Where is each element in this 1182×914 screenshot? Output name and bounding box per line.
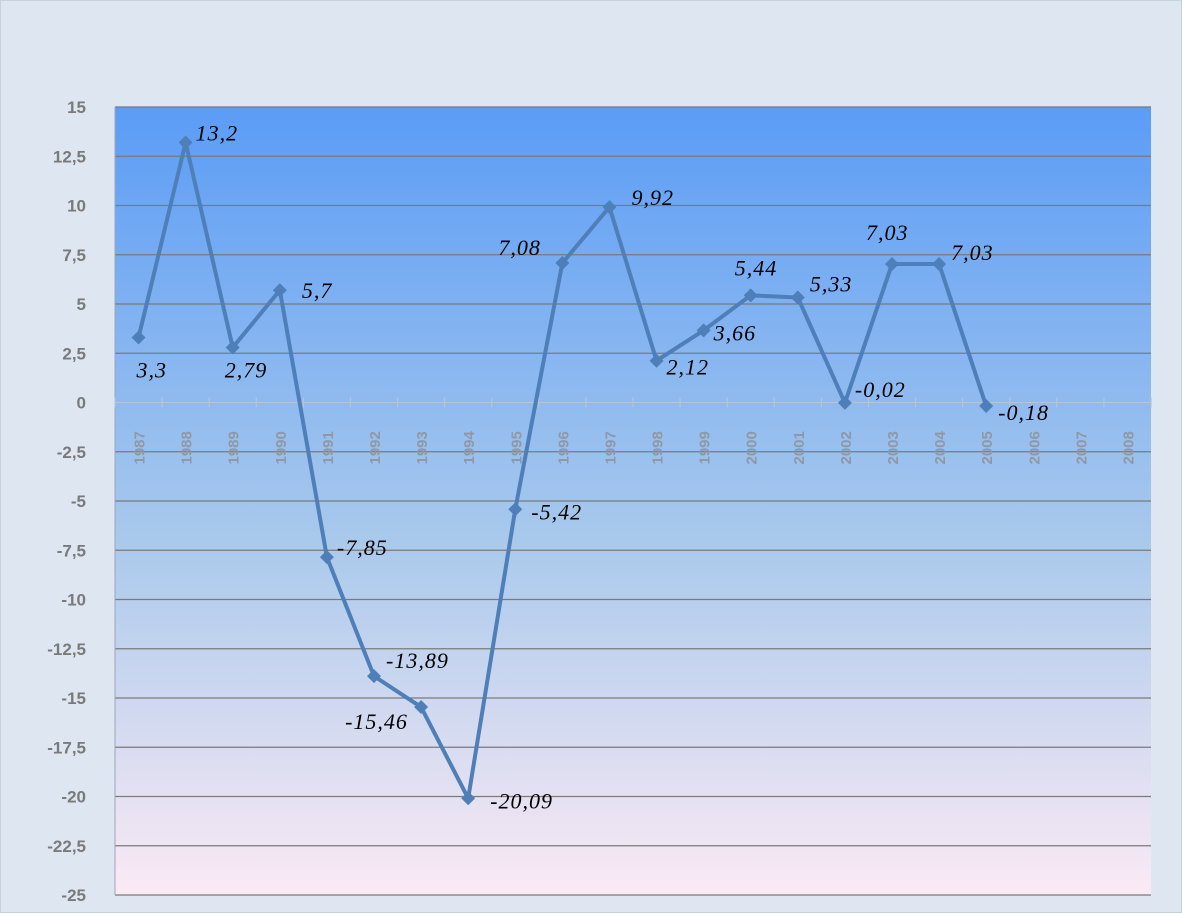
data-point-marker: [508, 502, 523, 517]
x-tick-label: 2007: [1073, 431, 1090, 464]
data-label: 7,03: [866, 220, 909, 245]
y-axis: 15 12,5 10 7,5 5 2,5 0 -2,5 -5 -7,5 -10 -12,5 -15 -17…: [47, 98, 86, 905]
data-label: -7,85: [337, 535, 388, 560]
data-label: -0,18: [998, 400, 1049, 425]
data-point-marker: [225, 340, 240, 355]
data-point-marker: [367, 669, 381, 684]
y-tick-label: 2,5: [62, 344, 86, 363]
y-tick-label: 15: [67, 98, 86, 117]
data-labels: 3,3 13,2 2,79 5,7 -7,85 -13,89 -15,46 -20,09 -5,…: [136, 120, 1049, 813]
data-label: 7,03: [951, 240, 994, 265]
x-axis: 1987 1988 1989 1990 1991 1992 1993 1994 1995 1996…: [114, 397, 1152, 465]
data-label: 13,2: [196, 120, 239, 145]
y-tick-label: -20: [61, 788, 86, 807]
x-tick-label: 1998: [650, 431, 667, 464]
data-label: 7,08: [498, 235, 541, 260]
x-tick-label: 2004: [932, 430, 949, 464]
y-tick-label: -15: [61, 689, 86, 708]
data-label: 5,7: [302, 278, 333, 303]
x-tick-label: 1988: [179, 431, 196, 464]
y-tick-label: -22,5: [47, 837, 86, 856]
y-tick-label: 10: [67, 197, 86, 216]
data-point-marker: [131, 330, 146, 345]
data-point-marker: [743, 288, 758, 303]
data-label: -20,09: [490, 788, 553, 813]
data-label: 2,12: [667, 355, 710, 380]
y-tick-label: 5: [77, 295, 86, 314]
data-label: 2,79: [225, 358, 268, 383]
x-tick-label: 2003: [885, 431, 902, 464]
data-point-marker: [602, 200, 617, 215]
y-tick-label: 0: [77, 394, 86, 413]
data-point-marker: [885, 257, 899, 272]
y-tick-label: 12,5: [53, 147, 86, 166]
data-point-marker: [696, 323, 711, 338]
x-tick-label: 1999: [697, 431, 714, 464]
x-tick-label: 2001: [791, 431, 808, 464]
data-point-marker: [649, 353, 664, 368]
y-tick-label: -10: [61, 591, 86, 610]
data-point-marker: [178, 135, 193, 150]
y-tick-label: -2,5: [57, 443, 86, 462]
x-tick-label: 2006: [1026, 431, 1043, 464]
x-tick-label: 1987: [132, 431, 149, 464]
data-label: -15,46: [345, 709, 408, 734]
data-label: 5,33: [810, 271, 853, 296]
x-tick-label: 2008: [1120, 431, 1137, 464]
data-label: 3,3: [136, 357, 168, 382]
data-point-marker: [414, 700, 429, 715]
series-line: [131, 135, 994, 806]
y-tick-label: 7,5: [62, 246, 86, 265]
y-tick-label: -17,5: [47, 738, 86, 757]
data-label: 3,66: [713, 320, 757, 345]
x-tick-label: 2000: [744, 431, 761, 464]
data-label: 9,92: [631, 185, 674, 210]
x-tick-label: 1989: [226, 431, 243, 464]
data-point-marker: [790, 290, 805, 305]
x-tick-label: 2002: [838, 431, 855, 464]
data-point-marker: [979, 399, 994, 414]
x-tick-label: 1992: [367, 431, 384, 464]
data-point-marker: [837, 395, 852, 410]
data-point-marker: [272, 283, 287, 298]
y-tick-label: -12,5: [47, 640, 86, 659]
data-label: -5,42: [531, 499, 582, 524]
x-tick-label: 1991: [320, 431, 337, 464]
data-point-marker: [932, 257, 947, 272]
gridlines: [114, 106, 1151, 896]
data-point-marker: [555, 256, 570, 271]
x-tick-label: 1994: [461, 430, 478, 464]
data-point-marker: [461, 791, 476, 806]
x-tick-label: 1995: [508, 431, 525, 464]
x-tick-label: 1997: [602, 431, 619, 464]
y-tick-label: -7,5: [57, 541, 86, 560]
x-tick-label: 1996: [555, 431, 572, 464]
x-tick-label: 2005: [979, 431, 996, 464]
x-tick-label: 1990: [273, 431, 290, 464]
y-tick-label: -5: [71, 492, 86, 511]
data-label: -13,89: [386, 648, 449, 673]
x-tick-label: 1993: [414, 431, 431, 464]
data-label: 5,44: [735, 255, 778, 280]
y-tick-label: -25: [61, 886, 86, 905]
data-point-marker: [319, 550, 334, 565]
data-label: -0,02: [855, 377, 906, 402]
